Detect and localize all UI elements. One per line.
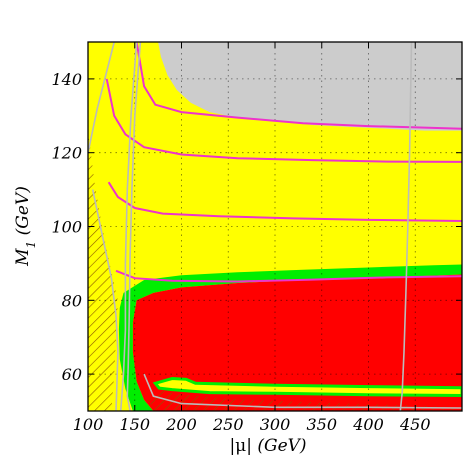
y-axis-unit: (GeV): [13, 186, 33, 235]
x-tick-label: 450: [399, 415, 431, 434]
x-tick-label: 150: [119, 415, 150, 434]
x-tick-label: 350: [306, 415, 337, 434]
x-tick-label: 100: [73, 415, 104, 434]
x-axis-unit: (GeV): [257, 436, 306, 456]
magenta-contour: [107, 181, 462, 222]
grey-curve: [119, 42, 138, 411]
x-tick-label: 300: [260, 415, 291, 434]
upper-grey-region: [134, 42, 462, 131]
x-axis-symbol: |μ|: [229, 436, 252, 456]
y-tick-label: 80: [62, 291, 82, 310]
grey-curve: [126, 42, 142, 411]
x-tick-label: 250: [212, 415, 244, 434]
x-axis-label: |μ| (GeV): [229, 436, 306, 456]
y-axis-subscript: 1: [24, 241, 38, 249]
y-tick-label: 120: [51, 144, 82, 163]
y-tick-label: 140: [51, 70, 82, 89]
y-axis-symbol: M: [13, 248, 33, 267]
x-tick-label: 400: [352, 415, 384, 434]
grey-curve: [91, 189, 119, 411]
magenta-contour: [105, 78, 462, 163]
ticks-layer: 100 150 200 250 300 350 400 450 60 80 100 120 140: [51, 42, 462, 434]
red-excluded-region: [132, 274, 462, 411]
grid-layer: [88, 42, 462, 411]
grey-curve: [399, 42, 413, 411]
magenta-contour: [115, 269, 462, 283]
magenta-contour: [135, 42, 462, 130]
grey-curve: [88, 42, 115, 153]
plot-area: [88, 42, 462, 411]
y-tick-label: 100: [51, 218, 82, 237]
x-tick-label: 200: [165, 415, 197, 434]
yellow-strip: [152, 376, 462, 398]
regions-layer: [88, 42, 462, 411]
y-axis-label: M1 (GeV): [13, 186, 38, 267]
y-tick-label: 60: [62, 365, 82, 384]
